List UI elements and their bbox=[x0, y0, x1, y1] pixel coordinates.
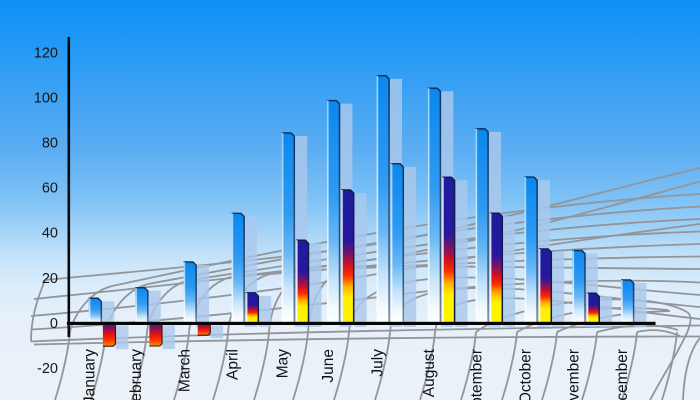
svg-text:May: May bbox=[275, 349, 292, 379]
svg-text:January: January bbox=[82, 349, 99, 400]
svg-text:July: July bbox=[370, 349, 387, 377]
svg-text:October: October bbox=[518, 349, 535, 400]
svg-text:April: April bbox=[225, 349, 242, 380]
svg-text:100: 100 bbox=[34, 91, 58, 107]
svg-text:September: September bbox=[469, 349, 486, 400]
svg-text:40: 40 bbox=[42, 226, 58, 242]
svg-text:120: 120 bbox=[34, 46, 58, 62]
svg-text:November: November bbox=[565, 349, 582, 400]
svg-text:20: 20 bbox=[42, 271, 58, 287]
svg-text:0: 0 bbox=[50, 316, 58, 332]
svg-text:February: February bbox=[128, 349, 145, 400]
svg-text:60: 60 bbox=[42, 181, 58, 197]
svg-text:August: August bbox=[421, 348, 438, 397]
svg-text:December: December bbox=[614, 349, 631, 400]
svg-text:June: June bbox=[320, 349, 337, 383]
svg-text:March: March bbox=[177, 349, 194, 392]
svg-text:80: 80 bbox=[42, 136, 58, 152]
svg-text:-20: -20 bbox=[37, 361, 58, 377]
